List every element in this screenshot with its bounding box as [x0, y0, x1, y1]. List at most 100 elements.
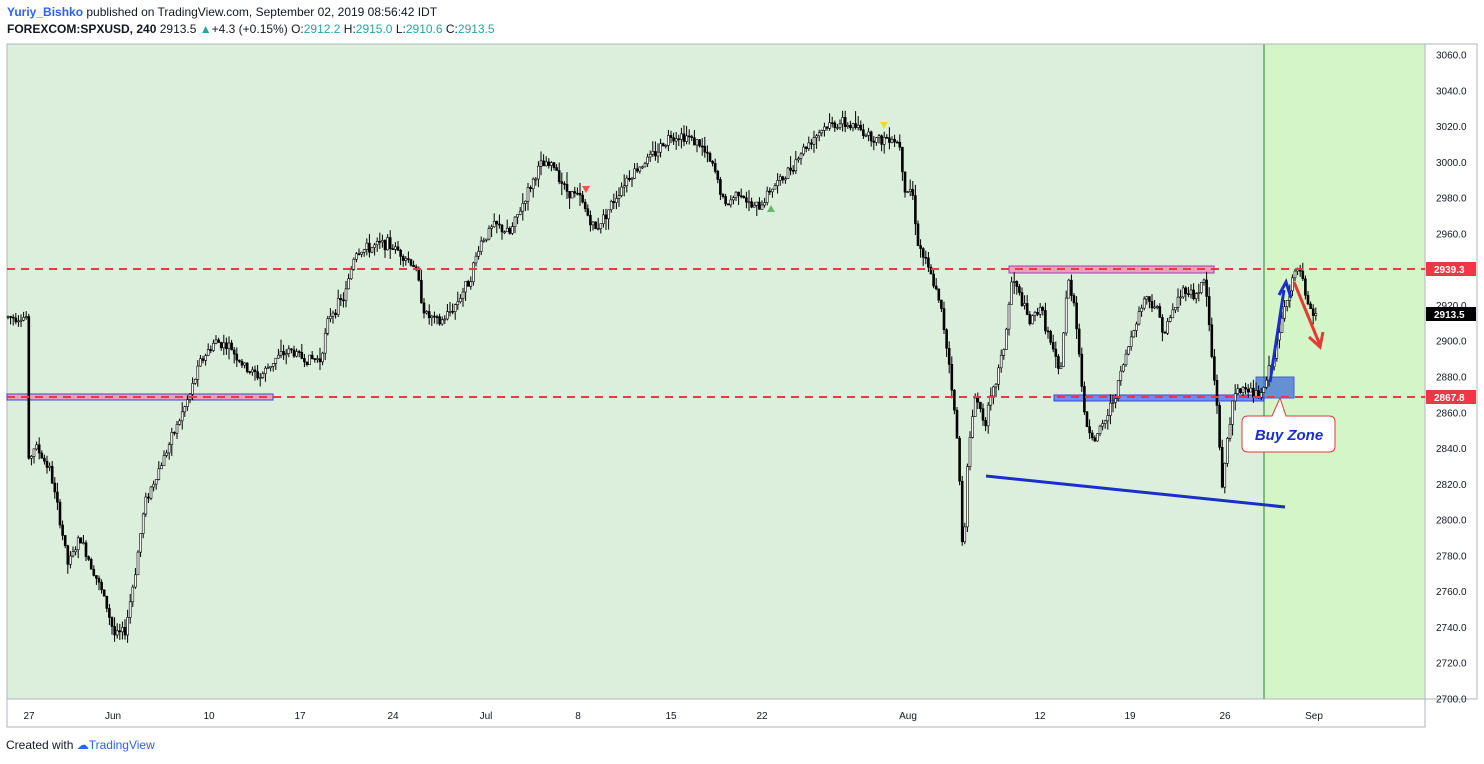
- candle-body: [1280, 317, 1284, 333]
- candle-body: [1049, 331, 1052, 343]
- candle-body: [347, 278, 350, 290]
- candle-body: [1080, 353, 1084, 387]
- candle-body: [765, 190, 769, 203]
- candle-body: [258, 377, 262, 379]
- candle-body: [1233, 393, 1237, 402]
- x-tick-label: 22: [756, 711, 768, 722]
- price-axis[interactable]: [1424, 43, 1478, 700]
- candle-body: [1197, 292, 1201, 294]
- candle-body: [318, 358, 322, 363]
- candle-body: [1161, 317, 1164, 333]
- candle-body: [937, 288, 941, 301]
- y-tick-label: 3060.0: [1436, 51, 1467, 62]
- candle-body: [1018, 286, 1021, 293]
- candle-body: [776, 180, 779, 187]
- candle-body: [459, 298, 462, 303]
- candle-body: [342, 299, 345, 302]
- candle-body: [622, 185, 626, 188]
- candle-body: [875, 137, 878, 143]
- y-tick-label: 2960.0: [1436, 229, 1467, 240]
- candle-body: [336, 298, 340, 315]
- candle-body: [321, 352, 324, 363]
- sell-marker-icon: [582, 186, 590, 193]
- candle-body: [14, 317, 18, 323]
- candle-body: [1057, 356, 1060, 369]
- candle-body: [1283, 306, 1286, 319]
- candle-body: [1122, 364, 1125, 372]
- y-tick-label: 2780.0: [1436, 551, 1467, 562]
- candle-body: [1106, 415, 1110, 422]
- candle-body: [687, 135, 691, 138]
- candle-body: [932, 273, 935, 287]
- candle-body: [750, 201, 753, 208]
- candle-body: [1028, 314, 1032, 325]
- candle-body: [108, 608, 111, 618]
- candle-body: [747, 201, 751, 204]
- candle-body: [274, 357, 278, 364]
- candle-body: [495, 220, 499, 225]
- candle-body: [1171, 309, 1175, 319]
- candle-body: [186, 399, 189, 407]
- candle-body: [955, 409, 959, 439]
- candle-body: [225, 342, 228, 350]
- candle-body: [74, 549, 77, 553]
- candle-body: [238, 359, 241, 362]
- symbol-info: FOREXCOM:SPXUSD, 240 2913.5 ▲+4.3 (+0.15…: [7, 22, 495, 36]
- candle-body: [66, 545, 70, 565]
- candle-body: [1002, 349, 1006, 356]
- candle-body: [557, 170, 561, 182]
- candle-body: [534, 178, 538, 181]
- candle-body: [446, 311, 449, 320]
- x-tick-label: Sep: [1305, 711, 1323, 722]
- candle-body: [487, 228, 491, 240]
- candle-body: [581, 194, 584, 203]
- candle-body: [1163, 331, 1167, 334]
- candle-body: [927, 257, 930, 268]
- candle-body: [591, 221, 595, 226]
- author-link[interactable]: Yuriy_Bishko: [7, 5, 84, 19]
- candle-body: [92, 568, 96, 576]
- close-label: C:: [445, 22, 458, 36]
- candle-body: [945, 329, 948, 349]
- candle-body: [953, 389, 956, 411]
- candle-body: [1025, 303, 1029, 315]
- footer-brand[interactable]: TradingView: [88, 738, 155, 752]
- candle-body: [919, 245, 922, 249]
- candle-body: [817, 132, 821, 137]
- candle-body: [212, 343, 215, 351]
- candle-body: [388, 237, 392, 249]
- chart-background: [7, 44, 1425, 699]
- candle-body: [898, 141, 902, 148]
- candle-body: [6, 316, 10, 318]
- candle-body: [781, 176, 785, 181]
- candle-body: [251, 369, 254, 373]
- candle-body: [1103, 420, 1107, 424]
- low-value: 2910.6: [405, 22, 443, 36]
- candle-body: [560, 181, 564, 184]
- x-tick-label: 26: [1219, 711, 1231, 722]
- candle-body: [1132, 330, 1136, 338]
- candle-body: [635, 168, 639, 172]
- candle-body: [485, 238, 488, 241]
- candle-body: [973, 397, 977, 417]
- candle-body: [1059, 366, 1063, 369]
- candle-body: [570, 191, 574, 199]
- candle-body: [1033, 312, 1037, 316]
- candle-body: [1140, 307, 1143, 312]
- candle-body: [35, 444, 38, 450]
- candle-body: [1306, 294, 1310, 305]
- candle-body: [1262, 386, 1266, 393]
- x-tick-label: Jul: [480, 711, 493, 722]
- candle-body: [461, 291, 465, 299]
- candle-body: [1072, 295, 1076, 304]
- candle-body: [271, 363, 275, 367]
- candle-body: [32, 448, 36, 457]
- candle-body: [916, 223, 920, 246]
- candle-body: [828, 122, 831, 129]
- candle-body: [178, 420, 181, 425]
- up-arrow-head-icon: [1277, 278, 1293, 299]
- time-axis[interactable]: [6, 698, 1426, 728]
- candle-body: [11, 316, 15, 319]
- candle-body: [40, 452, 44, 459]
